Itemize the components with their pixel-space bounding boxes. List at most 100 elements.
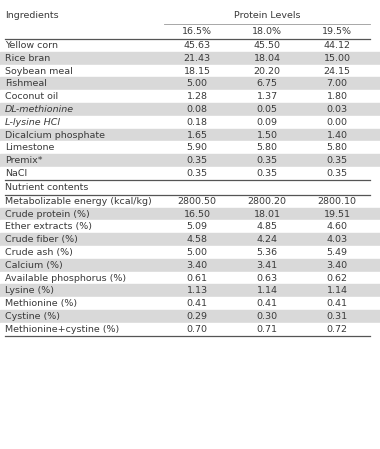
Text: Crude protein (%): Crude protein (%) [5, 210, 90, 219]
Bar [0, 141, 380, 154]
Text: 3.40: 3.40 [326, 261, 348, 270]
Text: 6.75: 6.75 [256, 79, 277, 88]
Text: 2800.20: 2800.20 [247, 197, 287, 206]
Bar [0, 246, 380, 259]
Text: Premix*: Premix* [5, 156, 43, 165]
Text: 44.12: 44.12 [323, 41, 350, 50]
Text: 4.24: 4.24 [256, 235, 277, 244]
Text: Lysine (%): Lysine (%) [5, 286, 54, 295]
Text: 1.37: 1.37 [256, 92, 277, 101]
Text: 4.58: 4.58 [187, 235, 207, 244]
Text: 1.28: 1.28 [187, 92, 207, 101]
Text: 0.35: 0.35 [256, 156, 277, 165]
Text: 5.00: 5.00 [187, 79, 207, 88]
Text: 20.20: 20.20 [253, 66, 280, 75]
Text: Available phosphorus (%): Available phosphorus (%) [5, 273, 126, 282]
Text: 0.41: 0.41 [187, 299, 207, 308]
Text: Ether extracts (%): Ether extracts (%) [5, 222, 92, 231]
Text: 0.29: 0.29 [187, 312, 207, 321]
Text: 0.63: 0.63 [256, 273, 277, 282]
Text: 0.35: 0.35 [187, 169, 207, 178]
Bar [0, 207, 380, 220]
Text: 0.35: 0.35 [326, 156, 348, 165]
Text: Rice bran: Rice bran [5, 54, 50, 63]
Text: 1.40: 1.40 [326, 131, 347, 140]
Text: Crude fiber (%): Crude fiber (%) [5, 235, 78, 244]
Text: 19.51: 19.51 [323, 210, 350, 219]
Text: Metabolizable energy (kcal/kg): Metabolizable energy (kcal/kg) [5, 197, 152, 206]
Text: Calcium (%): Calcium (%) [5, 261, 63, 270]
Bar [0, 6, 380, 24]
Text: Limestone: Limestone [5, 143, 54, 152]
Text: 0.61: 0.61 [187, 273, 207, 282]
Text: 0.00: 0.00 [326, 118, 347, 127]
Text: Methionine+cystine (%): Methionine+cystine (%) [5, 325, 119, 334]
Text: 16.50: 16.50 [184, 210, 211, 219]
Bar [0, 24, 380, 39]
Text: 0.35: 0.35 [187, 156, 207, 165]
Text: 1.13: 1.13 [187, 286, 207, 295]
Text: 5.09: 5.09 [187, 222, 207, 231]
Bar [0, 310, 380, 323]
Text: 5.80: 5.80 [326, 143, 347, 152]
Text: 3.41: 3.41 [256, 261, 277, 270]
Bar [0, 167, 380, 180]
Text: 1.65: 1.65 [187, 131, 207, 140]
Bar [0, 116, 380, 128]
Text: Soybean meal: Soybean meal [5, 66, 73, 75]
Text: 24.15: 24.15 [323, 66, 350, 75]
Text: 0.41: 0.41 [326, 299, 347, 308]
Text: 1.14: 1.14 [326, 286, 347, 295]
Bar [0, 259, 380, 272]
Text: 5.49: 5.49 [326, 248, 347, 257]
Bar [0, 77, 380, 90]
Text: 0.35: 0.35 [256, 169, 277, 178]
Text: Cystine (%): Cystine (%) [5, 312, 60, 321]
Text: 21.43: 21.43 [184, 54, 211, 63]
Bar [0, 297, 380, 310]
Text: 0.18: 0.18 [187, 118, 207, 127]
Text: Methionine (%): Methionine (%) [5, 299, 77, 308]
Bar [0, 52, 380, 65]
Text: Coconut oil: Coconut oil [5, 92, 58, 101]
Text: 5.80: 5.80 [256, 143, 277, 152]
Bar [0, 154, 380, 167]
Bar [0, 220, 380, 233]
Text: Nutrient contents: Nutrient contents [5, 183, 89, 192]
Text: 0.71: 0.71 [256, 325, 277, 334]
Bar [0, 195, 380, 207]
Text: 1.50: 1.50 [256, 131, 277, 140]
Text: 0.70: 0.70 [187, 325, 207, 334]
Text: 1.14: 1.14 [256, 286, 277, 295]
Text: 2800.50: 2800.50 [177, 197, 217, 206]
Text: 19.5%: 19.5% [322, 27, 352, 36]
Bar [0, 39, 380, 52]
Text: 5.90: 5.90 [187, 143, 207, 152]
Text: Fishmeal: Fishmeal [5, 79, 47, 88]
Text: L-lysine HCl: L-lysine HCl [5, 118, 60, 127]
Text: 0.09: 0.09 [256, 118, 277, 127]
Bar [0, 272, 380, 284]
Text: 0.35: 0.35 [326, 169, 348, 178]
Bar [0, 103, 380, 116]
Text: 4.85: 4.85 [256, 222, 277, 231]
Text: 15.00: 15.00 [323, 54, 350, 63]
Text: DL-methionine: DL-methionine [5, 105, 74, 114]
Bar [0, 90, 380, 103]
Text: NaCl: NaCl [5, 169, 27, 178]
Text: 0.05: 0.05 [256, 105, 277, 114]
Text: 4.60: 4.60 [326, 222, 347, 231]
Text: 7.00: 7.00 [326, 79, 347, 88]
Text: 4.03: 4.03 [326, 235, 348, 244]
Bar [0, 128, 380, 141]
Text: 0.08: 0.08 [187, 105, 207, 114]
Text: Crude ash (%): Crude ash (%) [5, 248, 73, 257]
Text: 0.30: 0.30 [256, 312, 277, 321]
Text: 0.62: 0.62 [326, 273, 347, 282]
Bar [0, 180, 380, 195]
Text: 0.03: 0.03 [326, 105, 348, 114]
Text: 5.00: 5.00 [187, 248, 207, 257]
Text: Ingredients: Ingredients [5, 10, 59, 19]
Text: 3.40: 3.40 [187, 261, 207, 270]
Text: 18.01: 18.01 [253, 210, 280, 219]
